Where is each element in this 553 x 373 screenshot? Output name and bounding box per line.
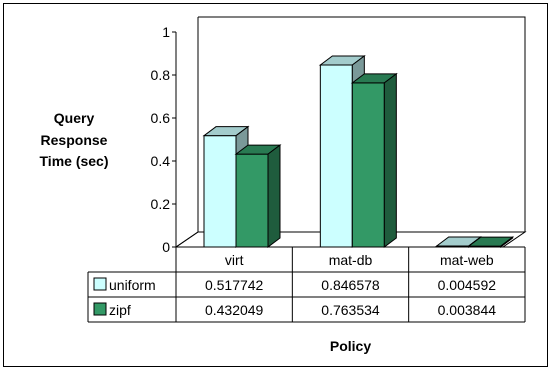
back-wall xyxy=(198,16,526,232)
x-category-label: mat-db xyxy=(329,252,373,268)
bar-front xyxy=(351,82,385,248)
y-axis-label-line: Query xyxy=(54,110,95,126)
y-axis: 0 0.2 0.4 0.6 0.8 1 xyxy=(151,24,176,255)
y-tick-label: 0.2 xyxy=(151,196,171,212)
legend-swatch-uniform xyxy=(93,277,107,291)
data-label: 0.432049 xyxy=(205,302,264,318)
bar-side xyxy=(383,72,397,248)
y-tick-label: 0 xyxy=(162,239,170,255)
chart-frame: 0 0.2 0.4 0.6 0.8 1 Query Response Time (sec) v… xyxy=(3,3,548,367)
legend-label-uniform: uniform xyxy=(109,277,156,293)
bar-side xyxy=(267,144,281,248)
chart-svg: 0 0.2 0.4 0.6 0.8 1 Query Response Time (sec) v… xyxy=(40,16,527,354)
y-axis-label-line: Time (sec) xyxy=(40,153,109,169)
data-label: 0.004592 xyxy=(438,277,497,293)
data-label: 0.517742 xyxy=(205,277,264,293)
x-axis-label-group: Policy xyxy=(330,338,371,354)
y-axis-label-line: Response xyxy=(41,132,108,148)
bar-zipf-virt xyxy=(234,144,282,248)
bar-front xyxy=(203,135,237,248)
data-label: 0.763534 xyxy=(321,302,380,318)
y-tick-label: 1 xyxy=(162,24,170,40)
y-tick-label: 0.8 xyxy=(151,67,171,83)
x-axis-label: Policy xyxy=(330,338,371,354)
data-label: 0.003844 xyxy=(438,302,497,318)
data-label: 0.846578 xyxy=(321,277,380,293)
y-tick-label: 0.6 xyxy=(151,110,171,126)
y-axis-label: Query Response Time (sec) xyxy=(40,110,109,169)
x-category-label: virt xyxy=(225,252,244,268)
legend-swatch-zipf xyxy=(93,302,107,316)
x-category-label: mat-web xyxy=(440,252,494,268)
bar-zipf-mat-db xyxy=(350,72,398,248)
y-tick-label: 0.4 xyxy=(151,153,171,169)
bar-front xyxy=(319,64,353,248)
side-wall xyxy=(175,17,199,248)
legend-label-zipf: zipf xyxy=(109,302,131,318)
data-table: virt mat-db mat-web uniform 0.517742 0.846578… xyxy=(87,246,526,323)
bars-layer xyxy=(202,54,515,248)
bar-front xyxy=(235,153,269,248)
